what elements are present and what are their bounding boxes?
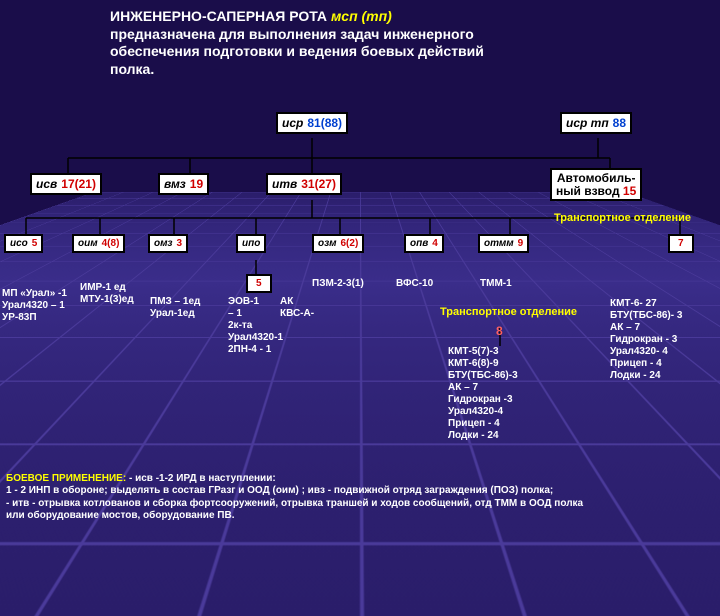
box-ozm: озм6(2) — [312, 234, 364, 253]
box-auto: Автомобиль- ный взвод 15 — [550, 168, 642, 201]
box-ipo: ипо — [236, 234, 266, 253]
box-seven: 7 — [668, 234, 694, 253]
trans-header-2: Транспортное отделение — [440, 306, 577, 319]
title-text: ИНЖЕНЕРНО-САПЕРНАЯ РОТА мсп (тп) предназ… — [110, 8, 640, 78]
box-omz: омз3 — [148, 234, 188, 253]
box-vmz: вмз 19 — [158, 173, 209, 195]
box-otmm: отмм9 — [478, 234, 529, 253]
box-ipo-5: 5 — [246, 274, 272, 293]
box-iso: исо5 — [4, 234, 43, 253]
combat-text: БОЕВОЕ ПРИМЕНЕНИЕ: - исв -1-2 ИРД в наст… — [6, 460, 716, 523]
notes-ak: АК КВС-А- — [280, 296, 314, 320]
box-isr-tp: иср тп 88 — [560, 112, 632, 134]
notes-col2: ИМР-1 ед МТУ-1(3)ед — [80, 282, 134, 306]
notes-col3: ПМЗ – 1ед Урал-1ед — [150, 296, 200, 320]
trans-header: Транспортное отделение — [554, 212, 691, 225]
notes-tmm: ТММ-1 — [480, 278, 512, 290]
box-isr: иср 81(88) — [276, 112, 348, 134]
notes-vfs: ВФС-10 — [396, 278, 433, 290]
box-isv: исв 17(21) — [30, 173, 102, 195]
box-opv: опв4 — [404, 234, 444, 253]
box-itv: итв 31(27) — [266, 173, 342, 195]
notes-kmt2: КМТ-6- 27 БТУ(ТБС-86)- 3 АК – 7 Гидрокра… — [610, 298, 682, 382]
notes-eov: ЭОВ-1 – 1 2к-та Урал4320-1 2ПН-4 - 1 — [228, 296, 283, 356]
notes-col1: МП «Урал» -1 Урал4320 – 1 УР-83П — [2, 288, 67, 324]
box-oim: оим4(8) — [72, 234, 125, 253]
notes-pzm: ПЗМ-2-3(1) — [312, 278, 364, 290]
notes-kmt: КМТ-5(7)-3 КМТ-6(8)-9 БТУ(ТБС-86)-3 АК –… — [448, 346, 518, 442]
box-8: 8 — [496, 324, 503, 338]
